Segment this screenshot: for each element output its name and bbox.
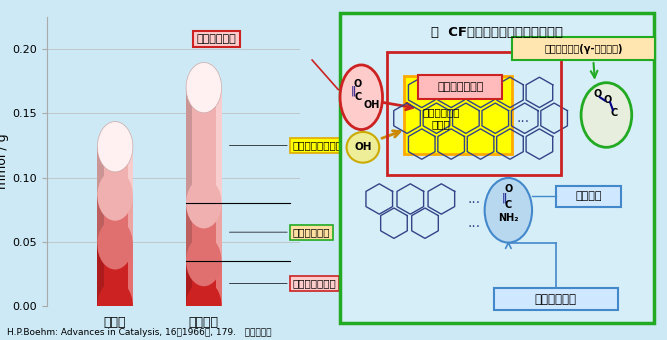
Ellipse shape	[186, 178, 221, 228]
FancyBboxPatch shape	[512, 37, 656, 60]
Text: 全酸性官能基
=NaOH 消費量: 全酸性官能基 =NaOH 消費量	[366, 198, 415, 218]
FancyBboxPatch shape	[418, 75, 502, 99]
Bar	[97, 244, 133, 306]
Bar	[97, 244, 104, 306]
Bar	[186, 261, 193, 306]
Ellipse shape	[97, 281, 133, 331]
Bar	[127, 195, 133, 244]
Ellipse shape	[97, 281, 133, 331]
Text: 塩基性官能基: 塩基性官能基	[535, 293, 577, 306]
Text: 中酸性官能基: 中酸性官能基	[293, 227, 330, 237]
Text: 酸性官能基量: 酸性官能基量	[197, 34, 236, 44]
Bar	[186, 261, 221, 306]
Ellipse shape	[186, 281, 221, 331]
Text: カルボキシル基: カルボキシル基	[437, 82, 484, 92]
Text: カルボキシル基: カルボキシル基	[293, 278, 336, 289]
Bar	[216, 261, 221, 306]
Ellipse shape	[581, 83, 632, 147]
Text: C: C	[354, 92, 362, 102]
Text: 中酸性官能基(γ-ラクトン): 中酸性官能基(γ-ラクトン)	[544, 44, 623, 54]
Text: C: C	[611, 108, 618, 118]
FancyBboxPatch shape	[556, 186, 621, 207]
Bar	[97, 195, 133, 244]
Ellipse shape	[186, 281, 221, 331]
Bar	[216, 88, 221, 203]
Ellipse shape	[97, 122, 133, 172]
Bar	[186, 203, 221, 261]
Text: C: C	[505, 201, 512, 210]
Ellipse shape	[340, 65, 383, 130]
Text: ...: ...	[468, 216, 481, 230]
Ellipse shape	[347, 132, 380, 163]
FancyBboxPatch shape	[404, 76, 512, 154]
Text: O: O	[504, 184, 512, 194]
Bar	[127, 147, 133, 195]
Bar	[186, 88, 221, 203]
Text: ...: ...	[516, 111, 530, 125]
Ellipse shape	[485, 178, 532, 243]
Text: OH: OH	[364, 100, 380, 110]
Bar	[216, 203, 221, 261]
Bar	[97, 147, 104, 195]
Text: O: O	[604, 96, 612, 105]
Ellipse shape	[186, 236, 221, 286]
Ellipse shape	[186, 63, 221, 113]
Text: フェノール性水酸基: フェノール性水酸基	[293, 140, 349, 150]
Text: ‖: ‖	[350, 86, 356, 96]
Bar	[97, 147, 133, 195]
Text: フェノール性
水酸基: フェノール性 水酸基	[423, 107, 460, 129]
Text: ‖: ‖	[502, 192, 507, 203]
FancyBboxPatch shape	[494, 288, 618, 310]
Text: O: O	[354, 79, 362, 89]
FancyBboxPatch shape	[340, 13, 654, 323]
Text: H.P.Boehm: Advances in Catalysis, 16（1966）, 179.   記載の手法: H.P.Boehm: Advances in Catalysis, 16（196…	[7, 328, 271, 337]
Text: OH: OH	[354, 142, 372, 152]
Bar	[127, 244, 133, 306]
Text: アミド基: アミド基	[575, 191, 602, 201]
Text: ～  CF（炭素繊維）の表面構造～: ～ CF（炭素繊維）の表面構造～	[431, 26, 563, 39]
Bar	[97, 195, 104, 244]
Bar	[186, 203, 193, 261]
Y-axis label: mmol / g: mmol / g	[0, 134, 9, 189]
Text: NH₂: NH₂	[498, 214, 519, 223]
Ellipse shape	[97, 170, 133, 221]
Ellipse shape	[97, 219, 133, 270]
Text: ...: ...	[468, 192, 481, 206]
Text: O: O	[594, 89, 602, 99]
Bar	[186, 88, 193, 203]
